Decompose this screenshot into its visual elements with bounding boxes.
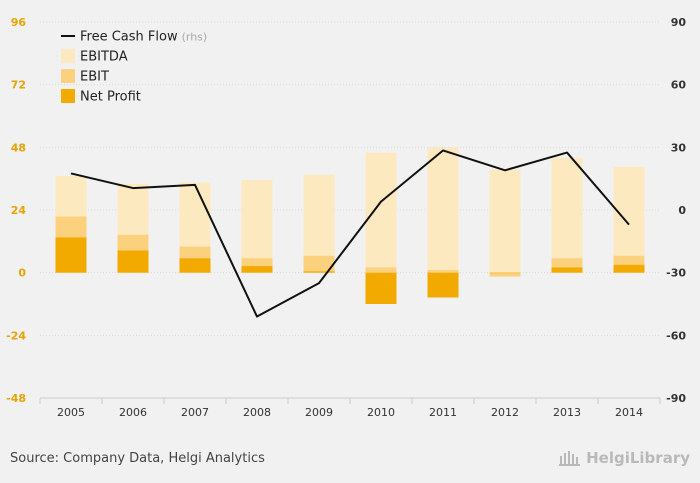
legend-label-ebit: EBIT (80, 70, 109, 85)
ebit-bar (303, 255, 335, 273)
x-tick-label: 2007 (181, 406, 209, 419)
ebitda-bar (241, 179, 273, 273)
y-right-tick-label: 60 (671, 79, 687, 92)
axes: 96 72 48 24 0 -24 -48 90 60 30 0 -30 -60 -90 2005 2006 2… (6, 16, 686, 419)
x-tick-label: 2014 (615, 406, 643, 419)
y-left-tick-label: -24 (6, 329, 26, 342)
ebit-bar (365, 267, 397, 273)
net-profit-bar (551, 267, 583, 273)
legend-label-net-profit: Net Profit (80, 90, 141, 105)
legend: Free Cash Flow (rhs) EBITDA EBIT Net Profit (61, 30, 207, 105)
y-right-tick-label: 90 (671, 16, 687, 29)
library-icon (559, 451, 581, 466)
y-right-tick-label: -30 (666, 267, 686, 280)
net-profit-bar (613, 264, 645, 273)
y-right-tick-label: -60 (666, 329, 686, 342)
y-left-tick-label: 72 (11, 79, 26, 92)
y-left-tick-label: 0 (18, 267, 26, 280)
legend-swatch-ebitda (61, 49, 75, 63)
free-cash-flow-line (70, 149, 630, 318)
net-profit-bar (489, 272, 521, 274)
x-tick-label: 2006 (119, 406, 147, 419)
x-tick-label: 2009 (305, 406, 333, 419)
ebit-bar (427, 270, 459, 273)
y-left-tick-label: 48 (11, 141, 26, 154)
legend-suffix: (rhs) (182, 31, 208, 44)
x-tick-label: 2010 (367, 406, 395, 419)
y-left-tick-label: 24 (11, 204, 27, 217)
ebitda-bar (489, 169, 521, 273)
y-right-tick-label: -90 (666, 392, 686, 405)
x-tick-label: 2005 (57, 406, 85, 419)
ebitda-bar (427, 147, 459, 273)
net-profit-bar (117, 250, 149, 273)
x-tick-label: 2013 (553, 406, 581, 419)
y-left-tick-label: -48 (6, 392, 26, 405)
ebit-bar (489, 272, 521, 277)
y-left-tick-label: 96 (11, 16, 27, 29)
net-profit-bar (179, 258, 211, 273)
bars (55, 147, 645, 304)
y-right-tick-label: 30 (671, 141, 687, 154)
brand-logo: HelgiLibrary (559, 449, 690, 467)
x-tick-label: 2008 (243, 406, 271, 419)
free-cash-flow-line-group (70, 149, 630, 318)
net-profit-bar (427, 272, 459, 298)
legend-label-ebitda: EBITDA (80, 50, 128, 65)
net-profit-bar (303, 271, 335, 273)
net-profit-bar (55, 237, 87, 273)
source-note: Source: Company Data, Helgi Analytics (10, 451, 265, 466)
x-tick-label: 2011 (429, 406, 457, 419)
legend-label-free-cash-flow: Free Cash Flow (rhs) (80, 30, 207, 45)
brand-name: HelgiLibrary (586, 449, 690, 467)
net-profit-bar (365, 272, 397, 304)
net-profit-bar (241, 266, 273, 273)
ebitda-bar (613, 166, 645, 273)
legend-swatch-ebit (61, 69, 75, 83)
x-tick-label: 2012 (491, 406, 519, 419)
y-right-tick-label: 0 (678, 204, 686, 217)
ebitda-bar (551, 157, 583, 273)
legend-swatch-net-profit (61, 89, 75, 103)
ebitda-bar (365, 152, 397, 273)
